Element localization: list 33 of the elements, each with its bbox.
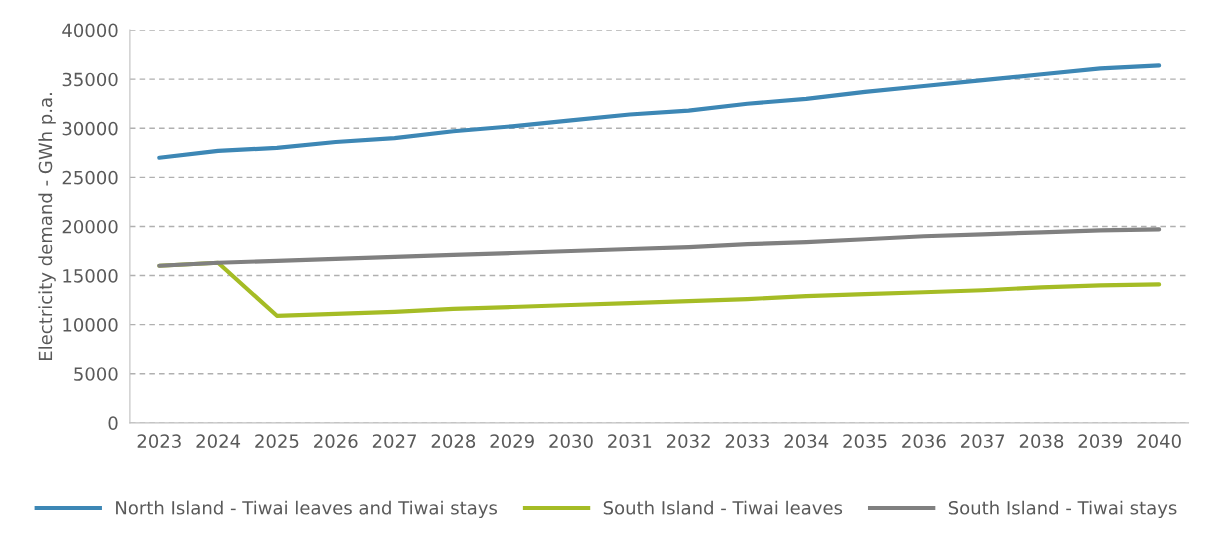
x-tick-label: 2031 — [608, 434, 652, 448]
x-tick-label: 2035 — [843, 434, 887, 448]
x-tick-label: 2028 — [431, 434, 476, 448]
y-tick-label: 5000 — [74, 367, 118, 381]
x-tick-label: 2029 — [490, 434, 534, 448]
x-tick-label: 2039 — [1078, 434, 1122, 448]
x-tick-label: 2040 — [1137, 434, 1181, 448]
x-tick-label: 2033 — [725, 434, 769, 448]
y-tick-label: 20000 — [62, 219, 118, 234]
y-tick-label: 10000 — [63, 318, 118, 332]
x-tick-label: 2026 — [314, 434, 358, 448]
y-tick-label: 35000 — [62, 72, 118, 87]
y-tick-label: 40000 — [62, 23, 118, 38]
x-tick-label: 2032 — [666, 434, 710, 448]
y-tick-label: 0 — [108, 416, 118, 430]
x-tick-label: 2034 — [784, 434, 829, 448]
y-tick-label: 15000 — [63, 269, 118, 283]
x-tick-label: 2027 — [372, 434, 416, 448]
legend-label: North Island - Tiwai leaves and Tiwai stays — [116, 500, 497, 519]
x-tick-label: 2037 — [961, 434, 1005, 448]
line-series — [157, 227, 1162, 268]
legend-label: South Island - Tiwai stays — [948, 500, 1177, 519]
x-tick-label: 2038 — [1019, 434, 1064, 448]
y-axis-title: Electricity demand - GWh p.a. — [38, 93, 56, 360]
legend-label: South Island - Tiwai leaves — [603, 500, 843, 515]
line-series — [157, 63, 1162, 160]
x-tick-label: 2023 — [137, 434, 181, 448]
x-tick-label: 2036 — [902, 434, 946, 448]
y-tick-label: 25000 — [62, 170, 118, 185]
x-tick-label: 2025 — [255, 434, 299, 448]
x-tick-label: 2024 — [196, 434, 241, 448]
y-tick-label: 30000 — [62, 121, 118, 136]
x-tick-label: 2030 — [549, 434, 593, 448]
